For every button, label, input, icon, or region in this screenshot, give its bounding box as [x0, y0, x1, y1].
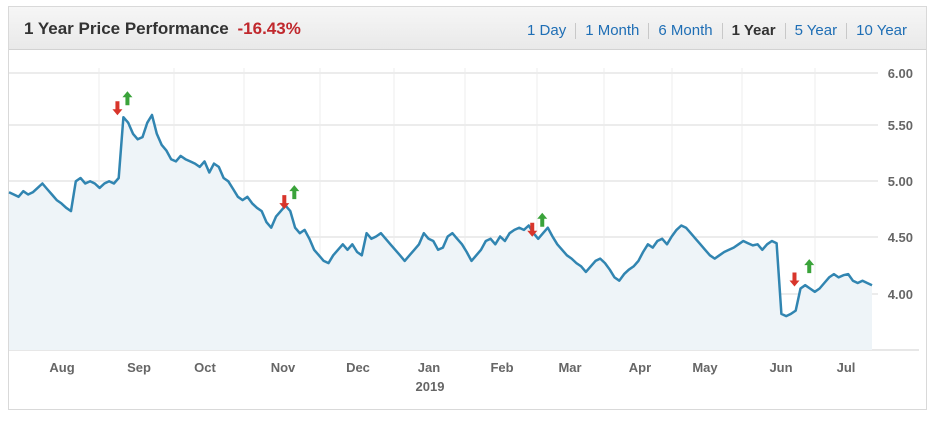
range-button-10-year[interactable]: 10 Year [856, 22, 907, 39]
price-line [8, 113, 873, 318]
time-range-selector: 1 Day 1 Month 6 Month 1 Year 5 Year 10 Y… [518, 22, 916, 39]
range-separator [648, 22, 650, 39]
sell-signal-arrow-icon[interactable] [279, 195, 290, 210]
sell-signal-arrow-icon[interactable] [527, 222, 538, 237]
x-tick-label: Jan [418, 360, 440, 375]
chart-header: 1 Year Price Performance -16.43% 1 Day 1… [9, 7, 926, 50]
range-button-1-month[interactable]: 1 Month [585, 22, 640, 39]
buy-signal-arrow-icon[interactable] [537, 212, 548, 227]
range-separator [575, 22, 577, 39]
buy-signal-arrow-icon[interactable] [122, 91, 133, 106]
range-button-6-month[interactable]: 6 Month [658, 22, 713, 39]
x-tick-label: Jul [837, 360, 856, 375]
chart-title: 1 Year Price Performance -16.43% [24, 19, 301, 39]
x-tick-label: Jun [769, 360, 792, 375]
range-separator [721, 22, 723, 39]
x-tick-label: Sep [127, 360, 151, 375]
x-tick-label: Mar [558, 360, 581, 375]
range-button-1-day[interactable]: 1 Day [527, 22, 567, 39]
x-tick-label: Aug [49, 360, 74, 375]
chart-title-text: 1 Year Price Performance [24, 19, 229, 38]
x-tick-label: May [692, 360, 718, 375]
range-separator [784, 22, 786, 39]
x-tick-label: Oct [194, 360, 216, 375]
x-tick-label: Dec [346, 360, 370, 375]
sell-signal-arrow-icon[interactable] [789, 272, 800, 287]
range-separator [846, 22, 848, 39]
x-tick-label: Apr [629, 360, 651, 375]
range-button-5-year[interactable]: 5 Year [794, 22, 838, 39]
y-tick-label: 5.50 [888, 118, 913, 133]
price-area-fill [9, 115, 872, 350]
y-tick-label: 5.00 [888, 174, 913, 189]
range-button-1-year[interactable]: 1 Year [731, 22, 776, 39]
price-change-percent: -16.43% [237, 19, 301, 38]
y-tick-label: 4.50 [888, 230, 913, 245]
buy-signal-arrow-icon[interactable] [804, 259, 815, 274]
buy-signal-arrow-icon[interactable] [289, 185, 300, 200]
x-tick-label: Nov [271, 360, 296, 375]
x-tick-label: Feb [490, 360, 513, 375]
sell-signal-arrow-icon[interactable] [112, 101, 123, 116]
x-year-label: 2019 [416, 379, 445, 394]
y-tick-label: 6.00 [888, 66, 913, 81]
y-tick-label: 4.00 [888, 287, 913, 302]
